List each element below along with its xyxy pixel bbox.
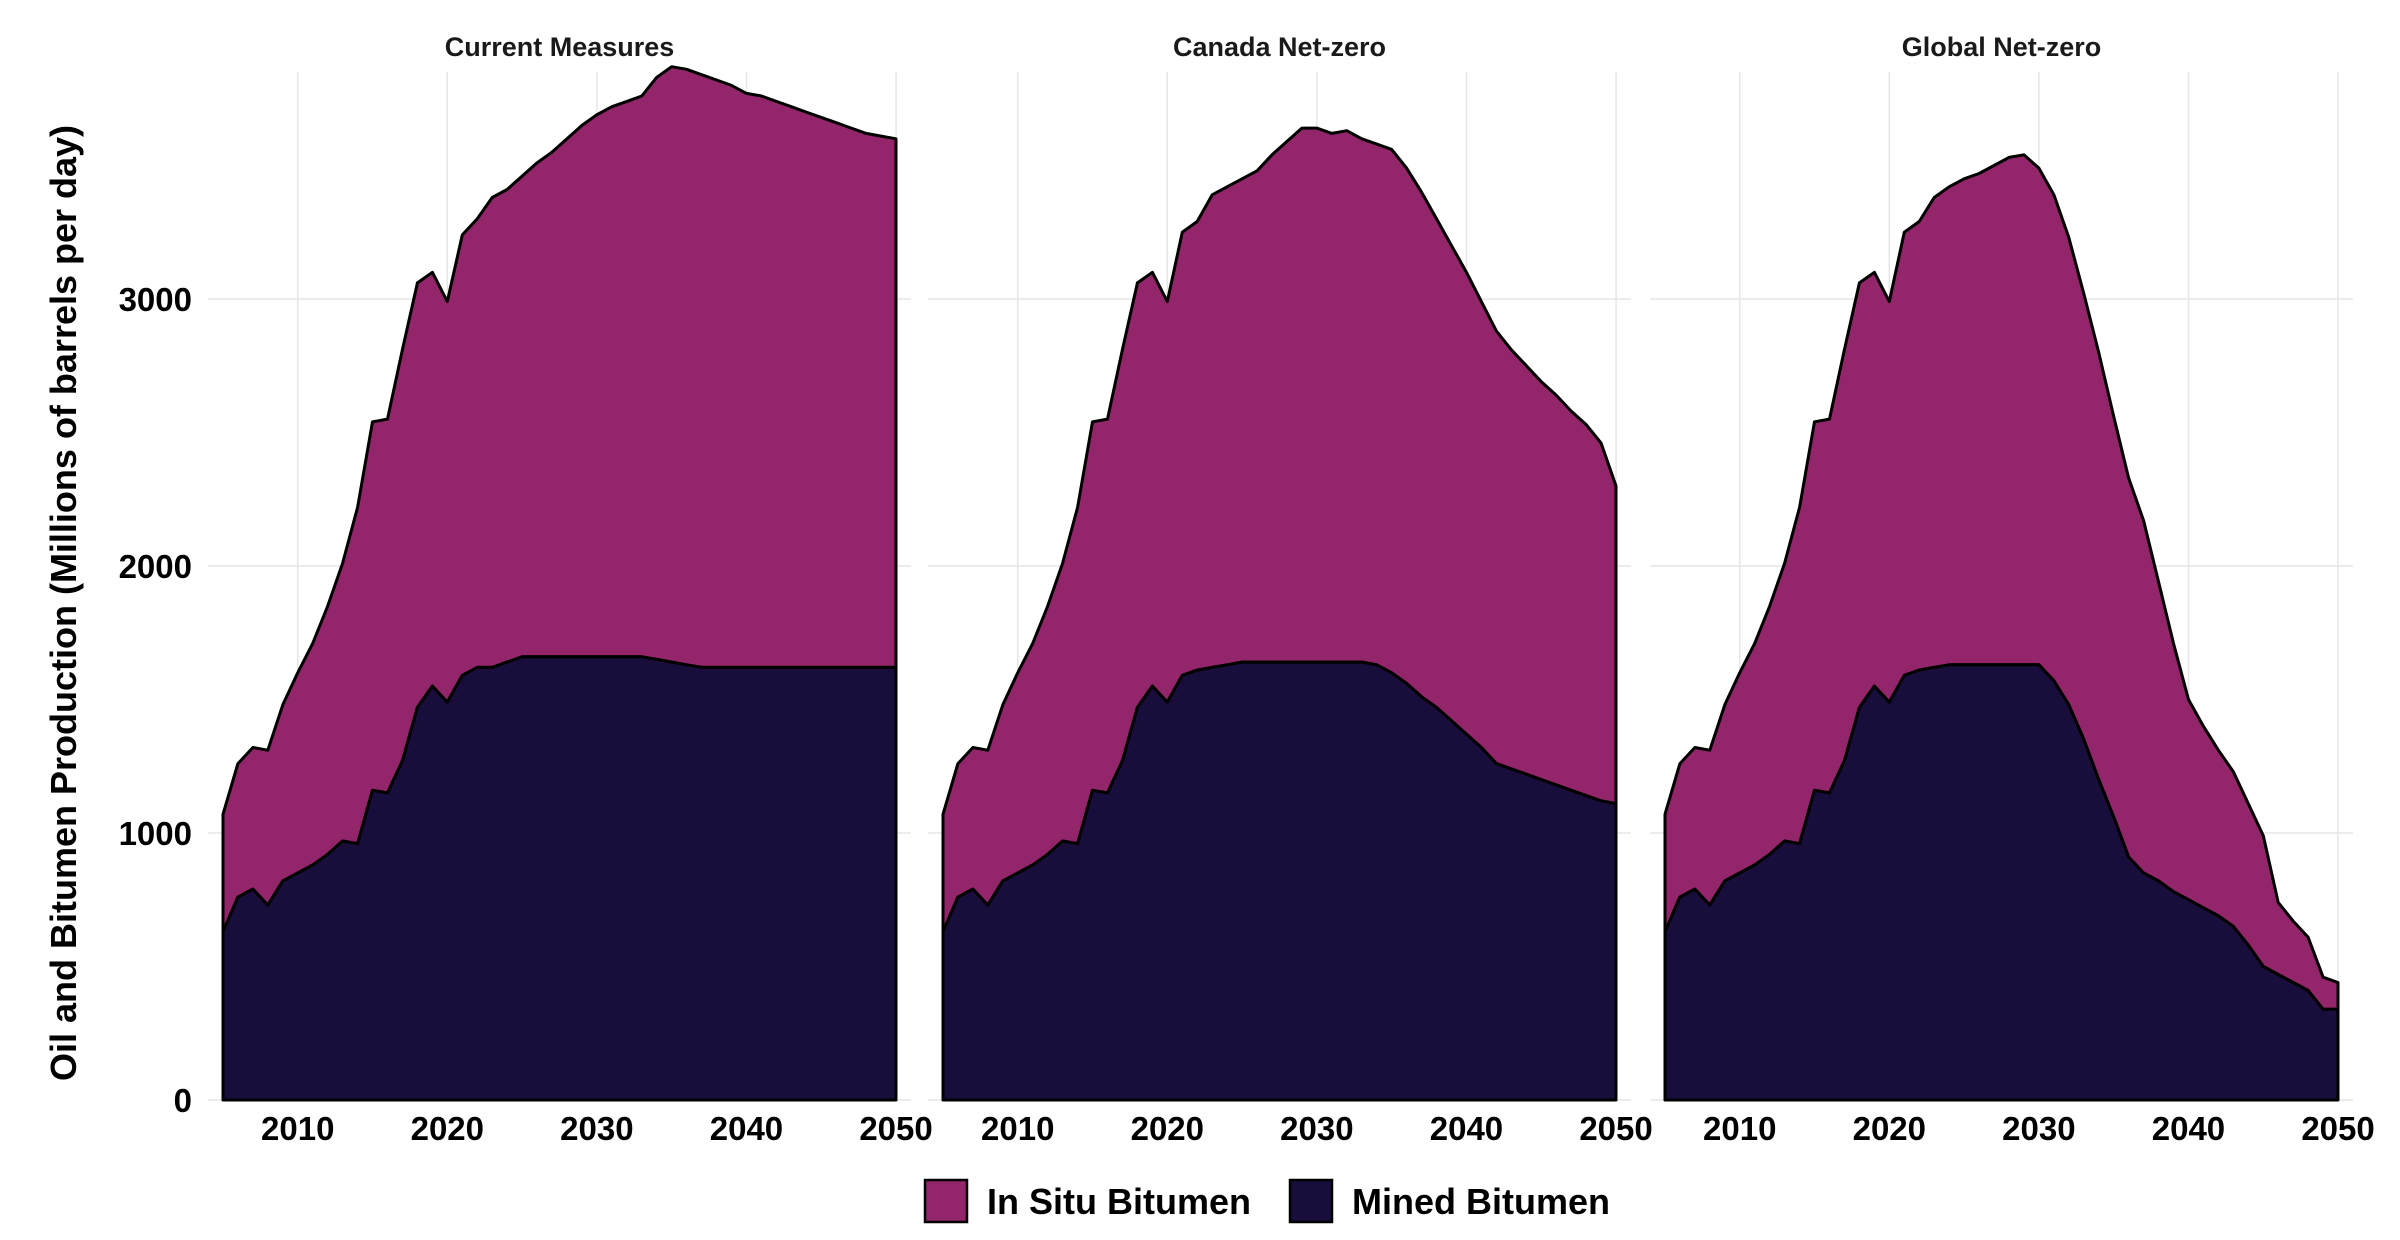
y-tick-label: 3000 (119, 281, 192, 318)
y-tick-label: 1000 (119, 815, 192, 852)
panel-current-measures: 2010 2020 2030 2040 2050 Current Measures (208, 32, 933, 1147)
legend-item-mined-bitumen: Mined Bitumen (1288, 1178, 1610, 1224)
x-tick-label: 2050 (2301, 1110, 2374, 1147)
x-tick-label: 2020 (1853, 1110, 1926, 1147)
x-tick-label: 2010 (1703, 1110, 1776, 1147)
legend-swatch (1288, 1178, 1334, 1224)
legend-label: In Situ Bitumen (987, 1181, 1251, 1222)
x-tick-label: 2050 (859, 1110, 932, 1147)
area-mined-bitumen (1663, 663, 2340, 1102)
panel-title: Canada Net-zero (1173, 32, 1386, 62)
legend-item-in-situ-bitumen: In Situ Bitumen (923, 1178, 1251, 1224)
x-tick-label: 2040 (2152, 1110, 2225, 1147)
panel-canada-net-zero: 2010 2020 2030 2040 2050 Canada Net-zero (928, 32, 1653, 1147)
x-tick-label: 2020 (1131, 1110, 1204, 1147)
panel-title: Global Net-zero (1902, 32, 2102, 62)
x-tick-label: 2030 (1280, 1110, 1353, 1147)
panel-global-net-zero: 2010 2020 2030 2040 2050 Global Net-zero (1650, 32, 2375, 1147)
panel-title: Current Measures (445, 32, 675, 62)
x-tick-label: 2040 (710, 1110, 783, 1147)
x-tick-label: 2020 (411, 1110, 484, 1147)
y-tick-label: 0 (174, 1082, 192, 1119)
legend-label: Mined Bitumen (1352, 1181, 1610, 1222)
legend-swatch (923, 1178, 969, 1224)
x-tick-label: 2040 (1430, 1110, 1503, 1147)
x-tick-label: 2030 (2002, 1110, 2075, 1147)
y-axis: 0 1000 2000 3000 (119, 281, 192, 1119)
y-axis-title: Oil and Bitumen Production (Millions of … (43, 125, 84, 1081)
y-tick-label: 2000 (119, 548, 192, 585)
legend: In Situ Bitumen Mined Bitumen (923, 1178, 1610, 1224)
x-tick-label: 2050 (1579, 1110, 1652, 1147)
area-mined-bitumen (941, 660, 1618, 1102)
x-tick-label: 2010 (261, 1110, 334, 1147)
x-tick-label: 2030 (560, 1110, 633, 1147)
x-tick-label: 2010 (981, 1110, 1054, 1147)
area-mined-bitumen (221, 655, 898, 1102)
